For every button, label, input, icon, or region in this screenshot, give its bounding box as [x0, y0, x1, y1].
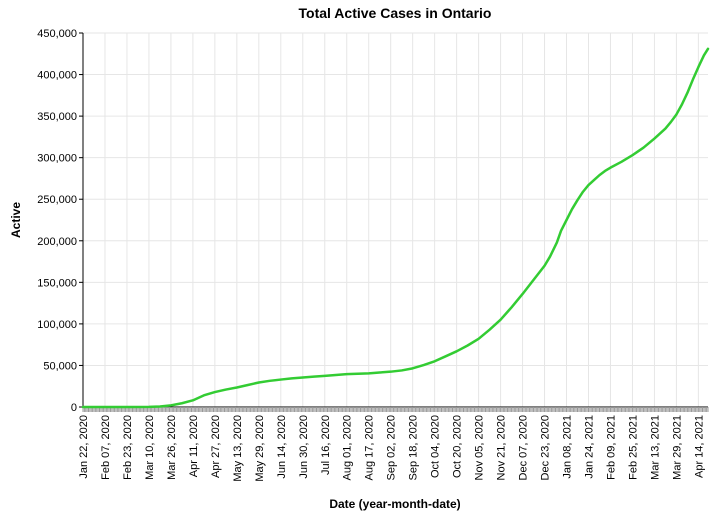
- y-tick-label: 50,000: [43, 360, 77, 372]
- active-cases-line: [81, 47, 710, 409]
- y-tick-label: 450,000: [37, 28, 77, 40]
- x-tick-label: Sep 18, 2020: [408, 415, 420, 480]
- y-tick-label: 200,000: [37, 236, 77, 248]
- x-axis-ticks: Jan 22, 2020 Feb 07, 2020 Feb 23, 2020 Mar …: [78, 407, 709, 482]
- x-tick-label: Sep 02, 2020: [386, 415, 398, 480]
- axes: [82, 33, 708, 408]
- x-tick-label: Mar 29, 2021: [671, 415, 683, 480]
- x-tick-label: Dec 07, 2020: [518, 415, 530, 480]
- y-tick-label: 150,000: [37, 277, 77, 289]
- y-tick-label: 400,000: [37, 70, 77, 82]
- x-tick-label: Mar 10, 2020: [144, 415, 156, 480]
- x-tick-label: Apr 14, 2021: [693, 415, 705, 478]
- y-tick-label: 300,000: [37, 153, 77, 165]
- y-tick-label: 250,000: [37, 194, 77, 206]
- x-tick-label: Feb 07, 2020: [100, 415, 112, 480]
- y-tick-label: 0: [71, 402, 77, 414]
- x-tick-label: Oct 04, 2020: [430, 415, 442, 478]
- chart-title: Total Active Cases in Ontario: [299, 5, 492, 21]
- x-tick-label: Dec 23, 2020: [540, 415, 552, 480]
- x-tick-label: Aug 01, 2020: [342, 415, 354, 480]
- x-tick-label: Jul 16, 2020: [320, 415, 332, 475]
- x-tick-label: Mar 26, 2020: [166, 415, 178, 480]
- x-tick-label: Jan 22, 2020: [78, 415, 90, 479]
- y-tick-label: 100,000: [37, 319, 77, 331]
- x-tick-label: Aug 17, 2020: [364, 415, 376, 480]
- x-tick-label: Oct 20, 2020: [452, 415, 464, 478]
- x-axis-label: Date (year-month-date): [329, 497, 460, 511]
- x-tick-label: Jan 24, 2021: [583, 415, 595, 479]
- x-tick-label: Feb 23, 2020: [122, 415, 134, 480]
- x-tick-label: Feb 25, 2021: [627, 415, 639, 480]
- x-tick-label: Apr 11, 2020: [188, 415, 200, 477]
- x-tick-label: May 13, 2020: [232, 415, 244, 482]
- y-axis-ticks: 0 50,000 100,000 150,000 200,000 250,000 300,0…: [37, 28, 83, 414]
- x-tick-label: Jun 14, 2020: [276, 415, 288, 479]
- x-tick-label: Nov 05, 2020: [474, 415, 486, 480]
- x-tick-label: Feb 09, 2021: [605, 415, 617, 480]
- y-axis-label: Active: [9, 202, 23, 238]
- x-tick-label: Apr 27, 2020: [210, 415, 222, 478]
- x-tick-label: Jun 30, 2020: [298, 415, 310, 479]
- y-tick-label: 350,000: [37, 111, 77, 123]
- x-tick-label: Jan 08, 2021: [562, 415, 574, 479]
- x-tick-label: Mar 13, 2021: [649, 415, 661, 480]
- x-tick-label: May 29, 2020: [254, 415, 266, 482]
- gridlines: [82, 32, 708, 408]
- x-tick-label: Nov 21, 2020: [496, 415, 508, 480]
